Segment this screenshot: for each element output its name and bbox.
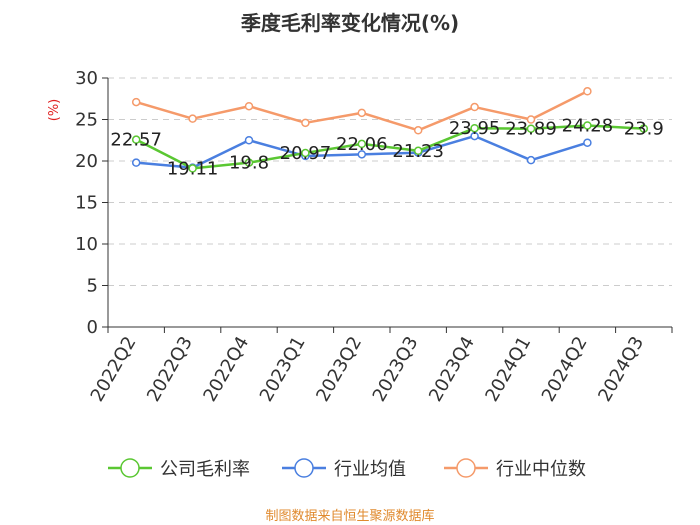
data-point [526, 124, 536, 133]
data-label: 24.28 [562, 115, 614, 136]
data-point [301, 118, 310, 128]
legend-label: 行业中位数 [496, 459, 586, 480]
data-point [357, 150, 367, 159]
x-tick-label: 2023Q1 [256, 333, 310, 405]
data-point [583, 138, 592, 147]
legend[interactable]: 公司毛利率 行业均值 行业中位数 [108, 458, 586, 480]
data-label: 19.8 [229, 153, 269, 174]
data-point [526, 155, 536, 165]
data-label: 19.11 [167, 158, 219, 179]
legend-marker-icon [120, 458, 140, 478]
y-axis-label: (%) [47, 99, 62, 122]
data-label: 23.9 [624, 119, 664, 140]
data-point [413, 146, 423, 156]
x-tick-label: 2023Q2 [312, 333, 366, 405]
y-tick-label: 30 [75, 68, 98, 89]
y-tick-label: 25 [75, 110, 98, 131]
data-point [188, 164, 197, 173]
source-note: 制图数据来自恒生聚源数据库 [265, 508, 434, 524]
legend-item[interactable]: 公司毛利率 [108, 458, 250, 480]
data-point [357, 139, 367, 149]
data-point [583, 121, 592, 130]
data-point [301, 148, 310, 158]
data-label: 20.97 [280, 143, 332, 164]
data-point [470, 131, 479, 141]
data-point [526, 115, 536, 124]
legend-item[interactable]: 行业中位数 [444, 458, 586, 480]
x-tick-label: 2023Q3 [369, 333, 423, 405]
legend-marker-icon [294, 458, 314, 478]
x-tick-label: 2024Q3 [594, 333, 648, 405]
x-tick-label: 2022Q4 [199, 333, 253, 405]
series-2 [131, 87, 592, 135]
legend-marker-icon [456, 458, 476, 478]
data-point [244, 158, 254, 167]
y-tick-label: 0 [87, 317, 98, 338]
data-point [244, 136, 254, 145]
data-point [470, 102, 479, 112]
x-tick-label: 2022Q2 [87, 333, 141, 405]
x-tick-label: 2024Q2 [538, 333, 592, 405]
y-tick-label: 15 [75, 193, 98, 214]
data-point [470, 123, 479, 133]
data-point [583, 87, 592, 96]
data-point [639, 124, 649, 133]
y-tick-label: 10 [75, 234, 98, 255]
data-label: 21.23 [392, 141, 444, 162]
data-point [413, 126, 423, 135]
data-point [131, 135, 141, 144]
x-tick-label: 2022Q3 [143, 333, 197, 405]
series-0 [131, 121, 649, 173]
legend-item[interactable]: 行业均值 [282, 458, 406, 480]
data-point [131, 97, 141, 107]
data-point [131, 158, 141, 167]
y-tick-label: 20 [75, 151, 98, 172]
data-label: 23.89 [505, 119, 557, 140]
chart-title: 季度毛利率变化情况(%) [240, 11, 459, 35]
data-point [357, 108, 367, 118]
data-point [188, 114, 197, 123]
x-tick-label: 2023Q4 [425, 333, 479, 405]
data-label: 22.06 [336, 134, 388, 155]
legend-label: 公司毛利率 [160, 459, 250, 480]
data-label: 22.57 [110, 130, 162, 151]
data-point [244, 101, 254, 111]
series-layer [131, 87, 649, 173]
y-tick-label: 5 [87, 276, 98, 297]
legend-label: 行业均值 [334, 459, 406, 480]
grid [108, 77, 672, 286]
data-label: 23.95 [449, 118, 501, 139]
series-line [135, 124, 644, 170]
x-tick-label: 2024Q1 [481, 333, 535, 405]
